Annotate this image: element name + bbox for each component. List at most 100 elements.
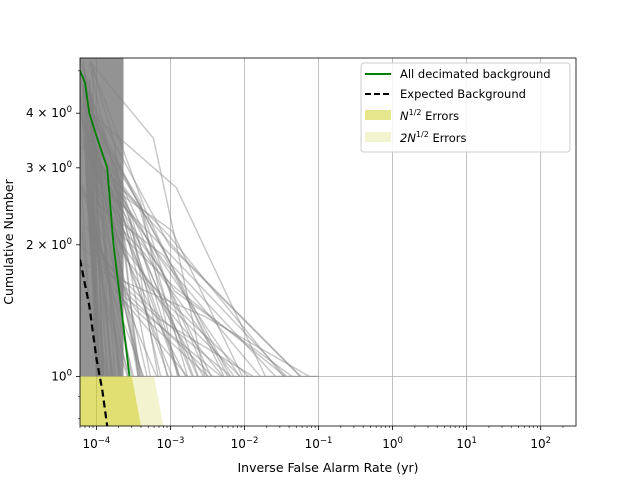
background-trial-line: [81, 184, 222, 377]
trial-dense-region: [80, 58, 124, 377]
background-trial-line: [81, 262, 310, 378]
expected-background-line: [80, 259, 109, 426]
background-trial-line: [80, 146, 285, 377]
background-trial-line: [82, 85, 98, 377]
background-trial-line: [91, 248, 98, 377]
background-trial-line: [89, 80, 99, 377]
error-band: [80, 376, 141, 426]
background-trial-line: [88, 164, 144, 377]
background-trial-line: [83, 108, 179, 377]
background-trial-line: [90, 154, 302, 377]
background-trial-line: [86, 89, 180, 377]
y-axis-label: Cumulative Number: [1, 178, 16, 304]
background-trial-line: [82, 105, 267, 377]
background-trial-line: [89, 139, 189, 377]
background-trial-line: [88, 63, 141, 377]
background-trial-line: [80, 116, 181, 377]
background-trial-line: [89, 188, 114, 377]
background-trial-line: [85, 196, 104, 377]
background-trial-line: [90, 62, 206, 377]
background-trial-line: [82, 91, 101, 377]
background-trial-line: [85, 85, 181, 377]
background-trials: [80, 58, 319, 378]
background-trial-line: [86, 167, 145, 377]
background-trial-line: [88, 122, 99, 377]
background-trial-line: [86, 136, 122, 377]
background-trial-line: [86, 227, 209, 377]
legend-label-n-errors: N1/2 Errors: [400, 108, 459, 123]
background-trial-line: [89, 134, 205, 377]
x-tick-label: 10−4: [83, 436, 111, 451]
background-trial-line: [91, 210, 113, 377]
background-trial-line: [85, 155, 293, 377]
background-trial-line: [85, 182, 105, 377]
background-trial-line: [81, 141, 249, 377]
background-trial-line: [89, 60, 139, 377]
background-trial-line: [90, 218, 102, 377]
background-trial-line: [84, 174, 131, 377]
background-trial-line: [90, 148, 159, 377]
x-tick-label: 100: [382, 436, 403, 451]
background-trial-line: [84, 95, 231, 377]
x-tick-label: 101: [456, 436, 477, 451]
background-trial-line: [92, 67, 98, 377]
background-trial-line: [84, 69, 99, 377]
legend: All decimated background Expected Backgr…: [360, 62, 571, 153]
x-axis-label: Inverse False Alarm Rate (yr): [237, 460, 418, 475]
background-trial-line: [90, 193, 129, 377]
background-trial-line: [91, 235, 214, 377]
background-trial-line: [87, 225, 158, 377]
background-trial-line: [84, 86, 141, 377]
background-trial-line: [84, 164, 108, 377]
x-tick-label: 102: [530, 436, 551, 451]
background-trial-line: [81, 188, 189, 377]
legend-box: [360, 62, 571, 153]
background-trial-line: [82, 247, 254, 377]
background-trial-line: [88, 202, 286, 377]
error-bands: [80, 376, 164, 426]
y-ticks: 100 2 × 100 3 × 100 4 × 100: [26, 70, 80, 420]
y-tick-label: 100: [51, 368, 72, 383]
background-trial-line: [91, 161, 261, 377]
background-trial-line: [90, 61, 225, 377]
background-trial-line: [80, 80, 143, 377]
plot-frame: [79, 57, 577, 427]
background-trial-line: [88, 85, 111, 377]
background-trial-line: [85, 102, 199, 377]
y-tick-label: 3 × 100: [26, 160, 72, 175]
error-band: [80, 376, 164, 426]
background-trial-line: [81, 64, 169, 377]
background-trial-line: [89, 100, 120, 377]
background-trial-line: [85, 125, 148, 377]
background-trial-line: [89, 131, 152, 377]
background-trial-line: [91, 108, 193, 377]
x-tick-label: 10−3: [157, 436, 185, 451]
background-trial-line: [82, 74, 100, 377]
background-trial-line: [90, 119, 114, 377]
background-trial-line: [90, 128, 173, 377]
background-trial-line: [86, 106, 276, 377]
x-ticks: 10−4 10−3 10−2 10−1 100 101 102: [79, 426, 564, 451]
background-trial-line: [84, 88, 301, 377]
x-tick-label: 10−1: [305, 436, 333, 451]
background-trial-line: [82, 83, 101, 377]
background-trial-line: [91, 177, 105, 377]
background-trial-line: [87, 119, 187, 377]
legend-swatch-n-errors: [365, 110, 391, 120]
background-trial-line: [88, 109, 100, 377]
legend-swatch-2n-errors: [365, 132, 391, 142]
background-trial-line: [89, 102, 104, 377]
background-trial-line: [82, 136, 162, 377]
background-trial-line: [91, 147, 241, 377]
background-trial-line: [90, 92, 121, 377]
background-trial-line: [91, 138, 104, 377]
background-trial-line: [86, 190, 235, 377]
background-trial-line: [89, 202, 241, 377]
series-lines: [80, 70, 131, 426]
legend-label-all-decimated: All decimated background: [400, 67, 551, 81]
background-trial-line: [88, 100, 129, 377]
background-trial-line: [91, 113, 103, 377]
background-trial-line: [83, 74, 98, 377]
background-trial-line: [92, 127, 199, 377]
